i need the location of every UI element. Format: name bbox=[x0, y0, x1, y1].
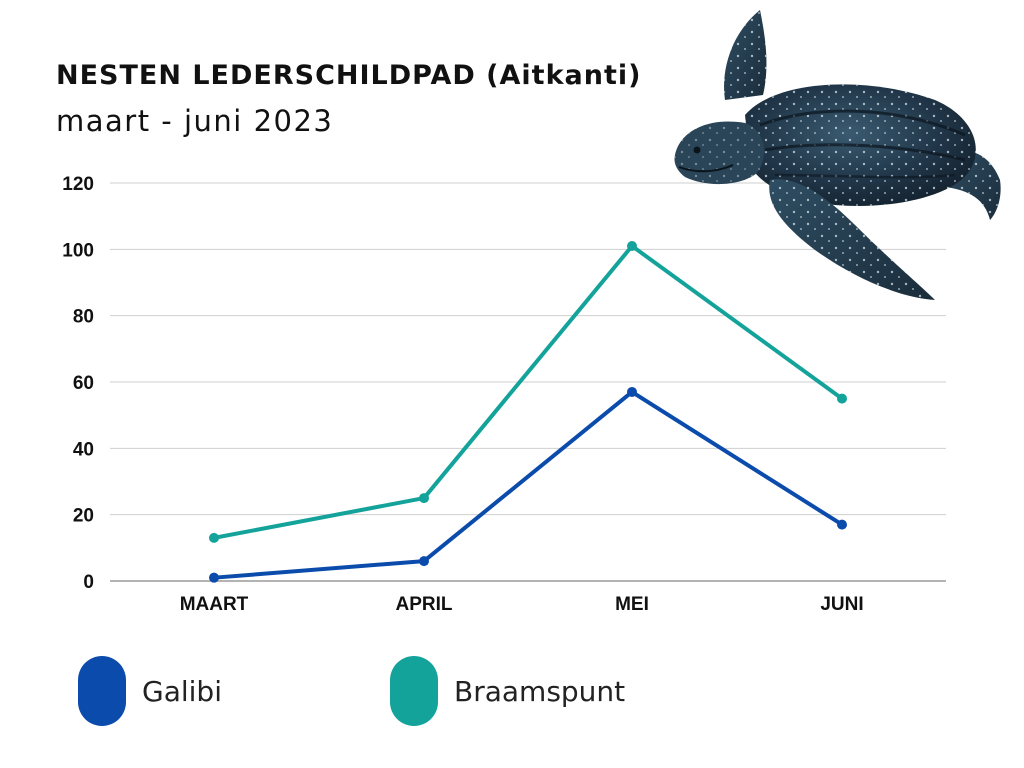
y-tick-label: 0 bbox=[83, 572, 94, 593]
data-point-braamspunt bbox=[627, 241, 637, 252]
data-point-galibi bbox=[837, 519, 847, 530]
x-tick-label: MEI bbox=[615, 594, 649, 615]
legend-swatch-galibi bbox=[78, 656, 126, 726]
legend-label-braamspunt: Braamspunt bbox=[454, 674, 626, 708]
series-lines bbox=[212, 244, 844, 580]
y-tick-label: 60 bbox=[73, 373, 94, 394]
x-tick-label: JUNI bbox=[820, 594, 863, 615]
data-point-braamspunt bbox=[209, 532, 219, 543]
y-tick-label: 20 bbox=[73, 506, 94, 527]
x-tick-label: APRIL bbox=[396, 594, 453, 615]
legend-item-braamspunt: Braamspunt bbox=[390, 656, 625, 726]
legend-label-galibi: Galibi bbox=[142, 674, 222, 708]
data-point-galibi bbox=[627, 386, 637, 397]
series-points bbox=[209, 241, 847, 583]
data-point-galibi bbox=[209, 572, 219, 583]
data-point-braamspunt bbox=[419, 493, 429, 504]
series-line-galibi bbox=[212, 389, 844, 580]
data-point-braamspunt bbox=[837, 393, 847, 404]
y-tick-label: 40 bbox=[73, 439, 94, 460]
y-tick-label: 120 bbox=[62, 174, 94, 195]
chart-subtitle: maart - juni 2023 bbox=[56, 104, 334, 138]
x-tick-label: MAART bbox=[180, 594, 249, 615]
legend-swatch-braamspunt bbox=[390, 656, 438, 726]
x-axis-ticks: MAART APRIL MEI JUNI bbox=[180, 594, 864, 615]
chart-title: NESTEN LEDERSCHILDPAD (Aitkanti) bbox=[56, 60, 642, 91]
y-tick-label: 100 bbox=[62, 240, 94, 261]
leatherback-turtle-icon bbox=[674, 10, 1001, 300]
y-tick-label: 80 bbox=[73, 307, 94, 328]
legend-item-galibi: Galibi bbox=[78, 656, 222, 726]
y-axis-ticks: 0 20 40 60 80 100 120 bbox=[62, 174, 94, 593]
series-line-braamspunt bbox=[212, 244, 844, 540]
data-point-galibi bbox=[419, 556, 429, 567]
